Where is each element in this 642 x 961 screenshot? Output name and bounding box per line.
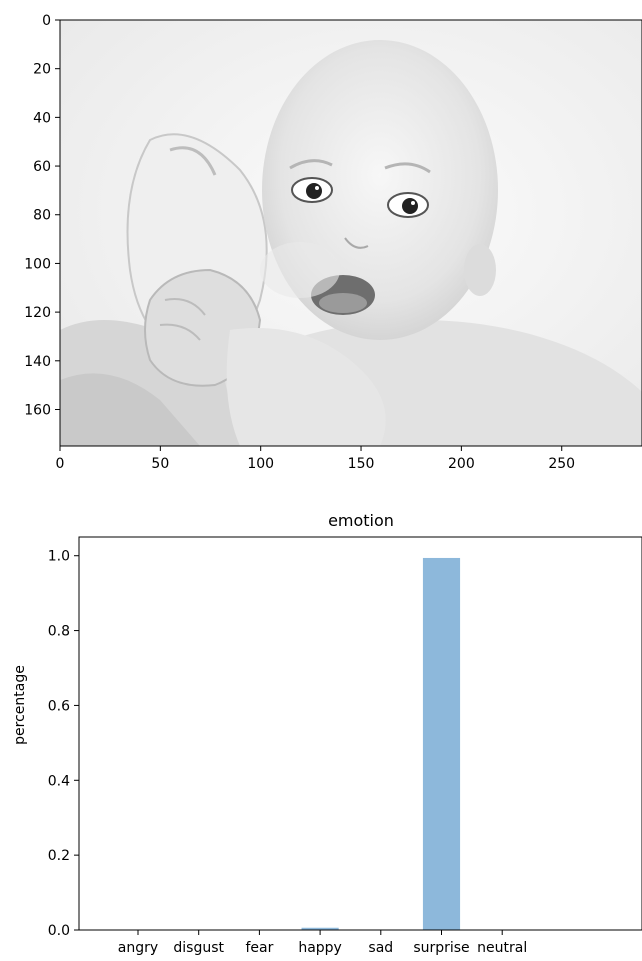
y-tick-label: 1.0 — [48, 549, 70, 565]
y-tick-label: 0.8 — [48, 624, 70, 640]
y-tick-label: 120 — [24, 305, 51, 321]
image-panel: 0 50 100 150 200 250 0 20 40 60 80 100 120 140 160 — [24, 13, 642, 472]
category-label: disgust — [173, 940, 224, 956]
baby-photo — [60, 20, 642, 446]
y-tick-label: 0.6 — [48, 698, 70, 714]
category-label: surprise — [413, 940, 469, 956]
category-label: fear — [245, 940, 273, 956]
y-tick-label: 0.0 — [48, 923, 70, 939]
y-tick-label: 60 — [33, 159, 51, 175]
x-tick-label: 0 — [56, 456, 65, 472]
plot-frame — [78, 536, 642, 931]
bar-happy — [301, 927, 339, 930]
bar-x-axis: angry disgust fear happy sad surprise neutral — [118, 930, 527, 956]
x-tick-label: 200 — [448, 456, 475, 472]
x-tick-label: 50 — [151, 456, 169, 472]
bars — [301, 557, 461, 930]
category-label: happy — [298, 940, 342, 956]
bar-chart: emotion percentage angry disgust fear happy… — [12, 511, 642, 956]
category-label: angry — [118, 940, 158, 956]
category-label: neutral — [477, 940, 527, 956]
category-label: sad — [368, 940, 393, 956]
y-tick-label: 80 — [33, 208, 51, 224]
y-tick-label: 20 — [33, 62, 51, 78]
image-x-axis: 0 50 100 150 200 250 — [56, 446, 575, 472]
y-tick-label: 140 — [24, 354, 51, 370]
y-axis-label: percentage — [12, 665, 28, 745]
y-tick-label: 0 — [42, 13, 51, 29]
x-tick-label: 250 — [548, 456, 575, 472]
x-tick-label: 100 — [247, 456, 274, 472]
x-tick-label: 150 — [348, 456, 375, 472]
y-tick-label: 40 — [33, 110, 51, 126]
y-tick-label: 100 — [24, 256, 51, 272]
y-tick-label: 0.2 — [48, 848, 70, 864]
bar-y-axis: 0.0 0.2 0.4 0.6 0.8 1.0 — [48, 549, 79, 939]
y-tick-label: 160 — [24, 402, 51, 418]
bar-surprise — [422, 557, 461, 930]
y-tick-label: 0.4 — [48, 773, 70, 789]
chart-title: emotion — [328, 511, 394, 530]
image-y-axis: 0 20 40 60 80 100 120 140 160 — [24, 13, 60, 418]
